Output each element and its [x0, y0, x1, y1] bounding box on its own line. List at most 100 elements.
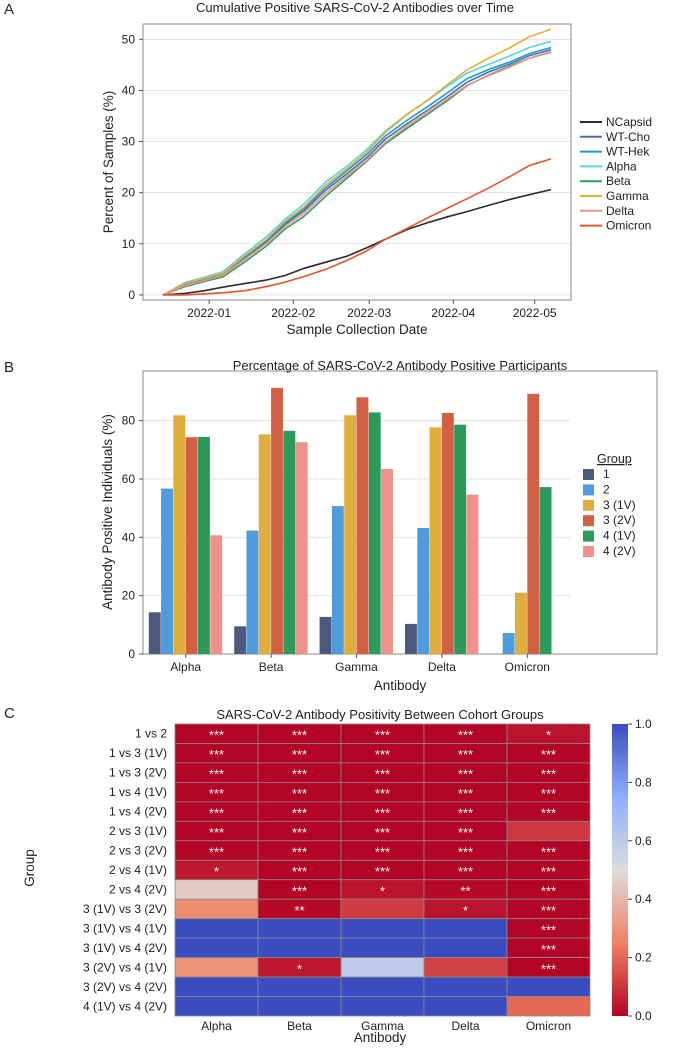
- row-label-1-vs-4-1v: 1 vs 4 (1V): [109, 785, 167, 799]
- significance-mark: *: [214, 864, 219, 879]
- panel-b-title: Percentage of SARS-CoV-2 Antibody Positi…: [233, 358, 568, 373]
- heatmap-cell-4-1v-vs-4-2v-beta: [257, 996, 342, 1017]
- legend-label-group-1: 1: [603, 467, 610, 481]
- panel-a-ytick-label: 10: [122, 237, 136, 251]
- colorbar: [612, 724, 628, 1016]
- legend-label-delta: Delta: [606, 204, 634, 218]
- category-label-beta: Beta: [259, 660, 284, 674]
- panel-a-ylabel: Percent of Samples (%): [101, 91, 116, 234]
- colorbar-tick-label: 0.0: [635, 1009, 652, 1023]
- significance-mark: ***: [292, 845, 307, 860]
- legend-label-beta: Beta: [606, 174, 631, 188]
- panel-c-heatmap: SARS-CoV-2 Antibody Positivity Between C…: [22, 707, 652, 1045]
- colorbar-tick-label: 0.8: [635, 775, 652, 789]
- significance-mark: ***: [375, 767, 390, 782]
- panel-a-ytick-label: 0: [128, 288, 135, 302]
- bar-delta-group-3-1v: [429, 427, 442, 654]
- bar-beta-group-3-1v: [258, 434, 271, 654]
- row-label-2-vs-4-1v: 2 vs 4 (1V): [109, 863, 167, 877]
- bar-gamma-group-3-1v: [344, 415, 357, 654]
- panel-a-xtick-label: 2022-04: [431, 306, 475, 320]
- panel-label-b: B: [4, 359, 14, 376]
- row-label-2-vs-3-1v: 2 vs 3 (1V): [109, 824, 167, 838]
- legend-label-group-4-1v: 4 (1V): [603, 529, 636, 543]
- legend-swatch-group-2: [583, 484, 594, 496]
- bar-omicron-group-2: [502, 633, 515, 654]
- legend-label-group-3-1v: 3 (1V): [603, 498, 636, 512]
- significance-mark: *: [380, 884, 385, 899]
- significance-mark: ***: [541, 845, 556, 860]
- category-label-gamma: Gamma: [335, 660, 378, 674]
- significance-mark: ***: [209, 845, 224, 860]
- legend-label-group-2: 2: [603, 482, 610, 496]
- row-label-2-vs-4-2v: 2 vs 4 (2V): [109, 882, 167, 896]
- panel-b-ytick-label: 80: [122, 414, 136, 428]
- row-label-3-1v-vs-4-2v: 3 (1V) vs 4 (2V): [83, 941, 167, 955]
- panel-a-title: Cumulative Positive SARS-CoV-2 Antibodie…: [196, 0, 514, 15]
- heatmap-cell-4-1v-vs-4-2v-omicron: [506, 996, 591, 1017]
- legend-label-group-4-2v: 4 (2V): [603, 544, 636, 558]
- panel-a-xtick-label: 2022-01: [187, 306, 231, 320]
- significance-mark: ***: [458, 728, 473, 743]
- significance-mark: *: [297, 961, 302, 976]
- colorbar-tick-label: 0.6: [635, 834, 652, 848]
- panel-a-xtick-label: 2022-03: [347, 306, 391, 320]
- bar-gamma-group-4-2v: [381, 469, 393, 654]
- bar-alpha-group-2: [161, 488, 173, 654]
- legend-label-wt-cho: WT-Cho: [606, 130, 650, 144]
- panel-label-a: A: [4, 1, 14, 18]
- heatmap-cell-3-2v-vs-4-2v-omicron: [506, 976, 591, 997]
- significance-mark: ***: [375, 728, 390, 743]
- series-line-beta: [162, 51, 552, 296]
- heatmap-cell-3-1v-vs-4-1v-alpha: [174, 918, 259, 939]
- panel-a-plot-frame: [142, 23, 572, 301]
- heatmap-cell-3-1v-vs-4-1v-delta: [423, 918, 508, 939]
- colorbar-tick-label: 1.0: [635, 717, 652, 731]
- significance-mark: ***: [375, 786, 390, 801]
- panel-a-xtick-label: 2022-05: [513, 306, 557, 320]
- bar-beta-group-1: [234, 626, 247, 654]
- heatmap-cell-3-1v-vs-4-2v-beta: [257, 937, 342, 958]
- significance-mark: ***: [541, 767, 556, 782]
- colorbar-tick-label: 0.4: [635, 892, 652, 906]
- panel-a-xlabel: Sample Collection Date: [286, 322, 427, 337]
- bar-omicron-group-3-1v: [515, 592, 527, 654]
- significance-mark: ***: [375, 864, 390, 879]
- heatmap-cell-3-1v-vs-4-2v-alpha: [174, 937, 259, 958]
- significance-mark: ***: [541, 864, 556, 879]
- bar-beta-group-4-2v: [295, 442, 308, 654]
- significance-mark: ***: [375, 747, 390, 762]
- panel-a-line-chart: Cumulative Positive SARS-CoV-2 Antibodie…: [101, 0, 652, 337]
- bar-delta-group-1: [405, 623, 417, 654]
- legend-label-group-3-2v: 3 (2V): [603, 513, 636, 527]
- significance-mark: ***: [292, 825, 307, 840]
- legend-swatch-group-3-1v: [583, 499, 594, 511]
- panel-b-ytick-label: 0: [128, 647, 135, 661]
- bar-delta-group-2: [417, 528, 430, 654]
- panel-c-ylabel: Group: [22, 849, 37, 887]
- significance-mark: ***: [292, 884, 307, 899]
- row-label-1-vs-4-2v: 1 vs 4 (2V): [109, 805, 167, 819]
- column-label-alpha: Alpha: [201, 1019, 232, 1033]
- significance-mark: ***: [541, 806, 556, 821]
- heatmap-cell-3-1v-vs-4-1v-gamma: [340, 918, 425, 939]
- heatmap-cell-2-vs-4-2v-alpha: [174, 879, 259, 900]
- significance-mark: ***: [541, 884, 556, 899]
- significance-mark: ***: [209, 825, 224, 840]
- panel-b-bar-chart: Percentage of SARS-CoV-2 Antibody Positi…: [100, 358, 658, 693]
- bar-alpha-group-4-2v: [210, 535, 223, 654]
- legend-label-omicron: Omicron: [606, 219, 651, 233]
- panel-a-ytick-label: 50: [122, 32, 136, 46]
- row-label-2-vs-3-2v: 2 vs 3 (2V): [109, 844, 167, 858]
- bar-gamma-group-3-2v: [356, 397, 369, 654]
- legend-label-alpha: Alpha: [606, 159, 637, 173]
- heatmap-cell-3-2v-vs-4-2v-beta: [257, 976, 342, 997]
- category-label-alpha: Alpha: [170, 660, 201, 674]
- heatmap-cell-3-2v-vs-4-2v-alpha: [174, 976, 259, 997]
- panel-a-ytick-label: 20: [122, 186, 136, 200]
- significance-mark: ***: [541, 922, 556, 937]
- panel-b-ytick-label: 20: [122, 589, 136, 603]
- row-label-3-1v-vs-3-2v: 3 (1V) vs 3 (2V): [83, 902, 167, 916]
- heatmap-cell-3-1v-vs-4-2v-gamma: [340, 937, 425, 958]
- significance-mark: ***: [292, 864, 307, 879]
